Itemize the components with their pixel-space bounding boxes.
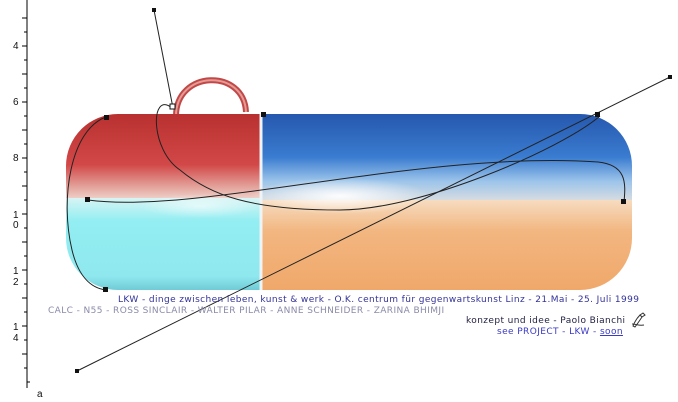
- anchor-point[interactable]: [104, 115, 109, 120]
- anchor-point[interactable]: [668, 75, 672, 79]
- capsule-orange-half: [262, 200, 632, 290]
- anchor-point[interactable]: [85, 197, 90, 202]
- ruler-label: 8: [13, 153, 19, 164]
- anchor-point[interactable]: [621, 199, 626, 204]
- capsule-handle: [173, 77, 249, 117]
- see-project-link[interactable]: see PROJECT - LKW: [497, 327, 590, 337]
- bezier-curve: [156, 104, 601, 211]
- capsule-glow: [250, 178, 430, 214]
- ruler-label: a: [37, 389, 43, 400]
- capsule-red-half: [66, 114, 260, 206]
- bezier-path: [66, 9, 671, 372]
- control-handle-line: [76, 76, 671, 372]
- ruler-label: 4: [13, 41, 19, 52]
- control-handle-line: [153, 9, 174, 109]
- ruler-label: 4: [13, 333, 19, 344]
- anchor-point[interactable]: [595, 112, 600, 117]
- project-links: see PROJECT - LKW - soon: [497, 327, 623, 337]
- anchor-point[interactable]: [103, 287, 108, 292]
- exhibition-caption: LKW - dinge zwischen leben, kunst & werk…: [118, 295, 640, 305]
- capsule-body: [66, 114, 632, 290]
- ruler-label: 1: [13, 266, 19, 277]
- bezier-curve: [66, 116, 107, 291]
- soon-link[interactable]: soon: [599, 327, 623, 337]
- vertical-ruler: 4 6 8 1 0 1 2 1 4 a: [0, 0, 43, 402]
- anchor-point[interactable]: [261, 112, 266, 117]
- ruler-label: 0: [13, 220, 19, 231]
- ruler-ticks: [22, 0, 30, 388]
- ruler-label: 2: [13, 277, 19, 288]
- link-separator: -: [589, 327, 600, 337]
- ruler-label: 1: [13, 322, 19, 333]
- ruler-label: 6: [13, 97, 19, 108]
- artists-caption: CALC - N55 - ROSS SINCLAIR - WALTER PILA…: [48, 306, 445, 316]
- anchor-point[interactable]: [169, 103, 176, 110]
- bezier-curve: [87, 160, 626, 203]
- anchor-point[interactable]: [75, 369, 79, 373]
- hand-pen-icon: [631, 312, 646, 328]
- capsule-handle-highlight: [175, 79, 247, 117]
- ruler-label: 1: [13, 210, 19, 221]
- credit-caption: konzept und idee - Paolo Bianchi: [466, 316, 626, 326]
- anchor-point[interactable]: [152, 8, 156, 12]
- anchor-points: [75, 8, 672, 373]
